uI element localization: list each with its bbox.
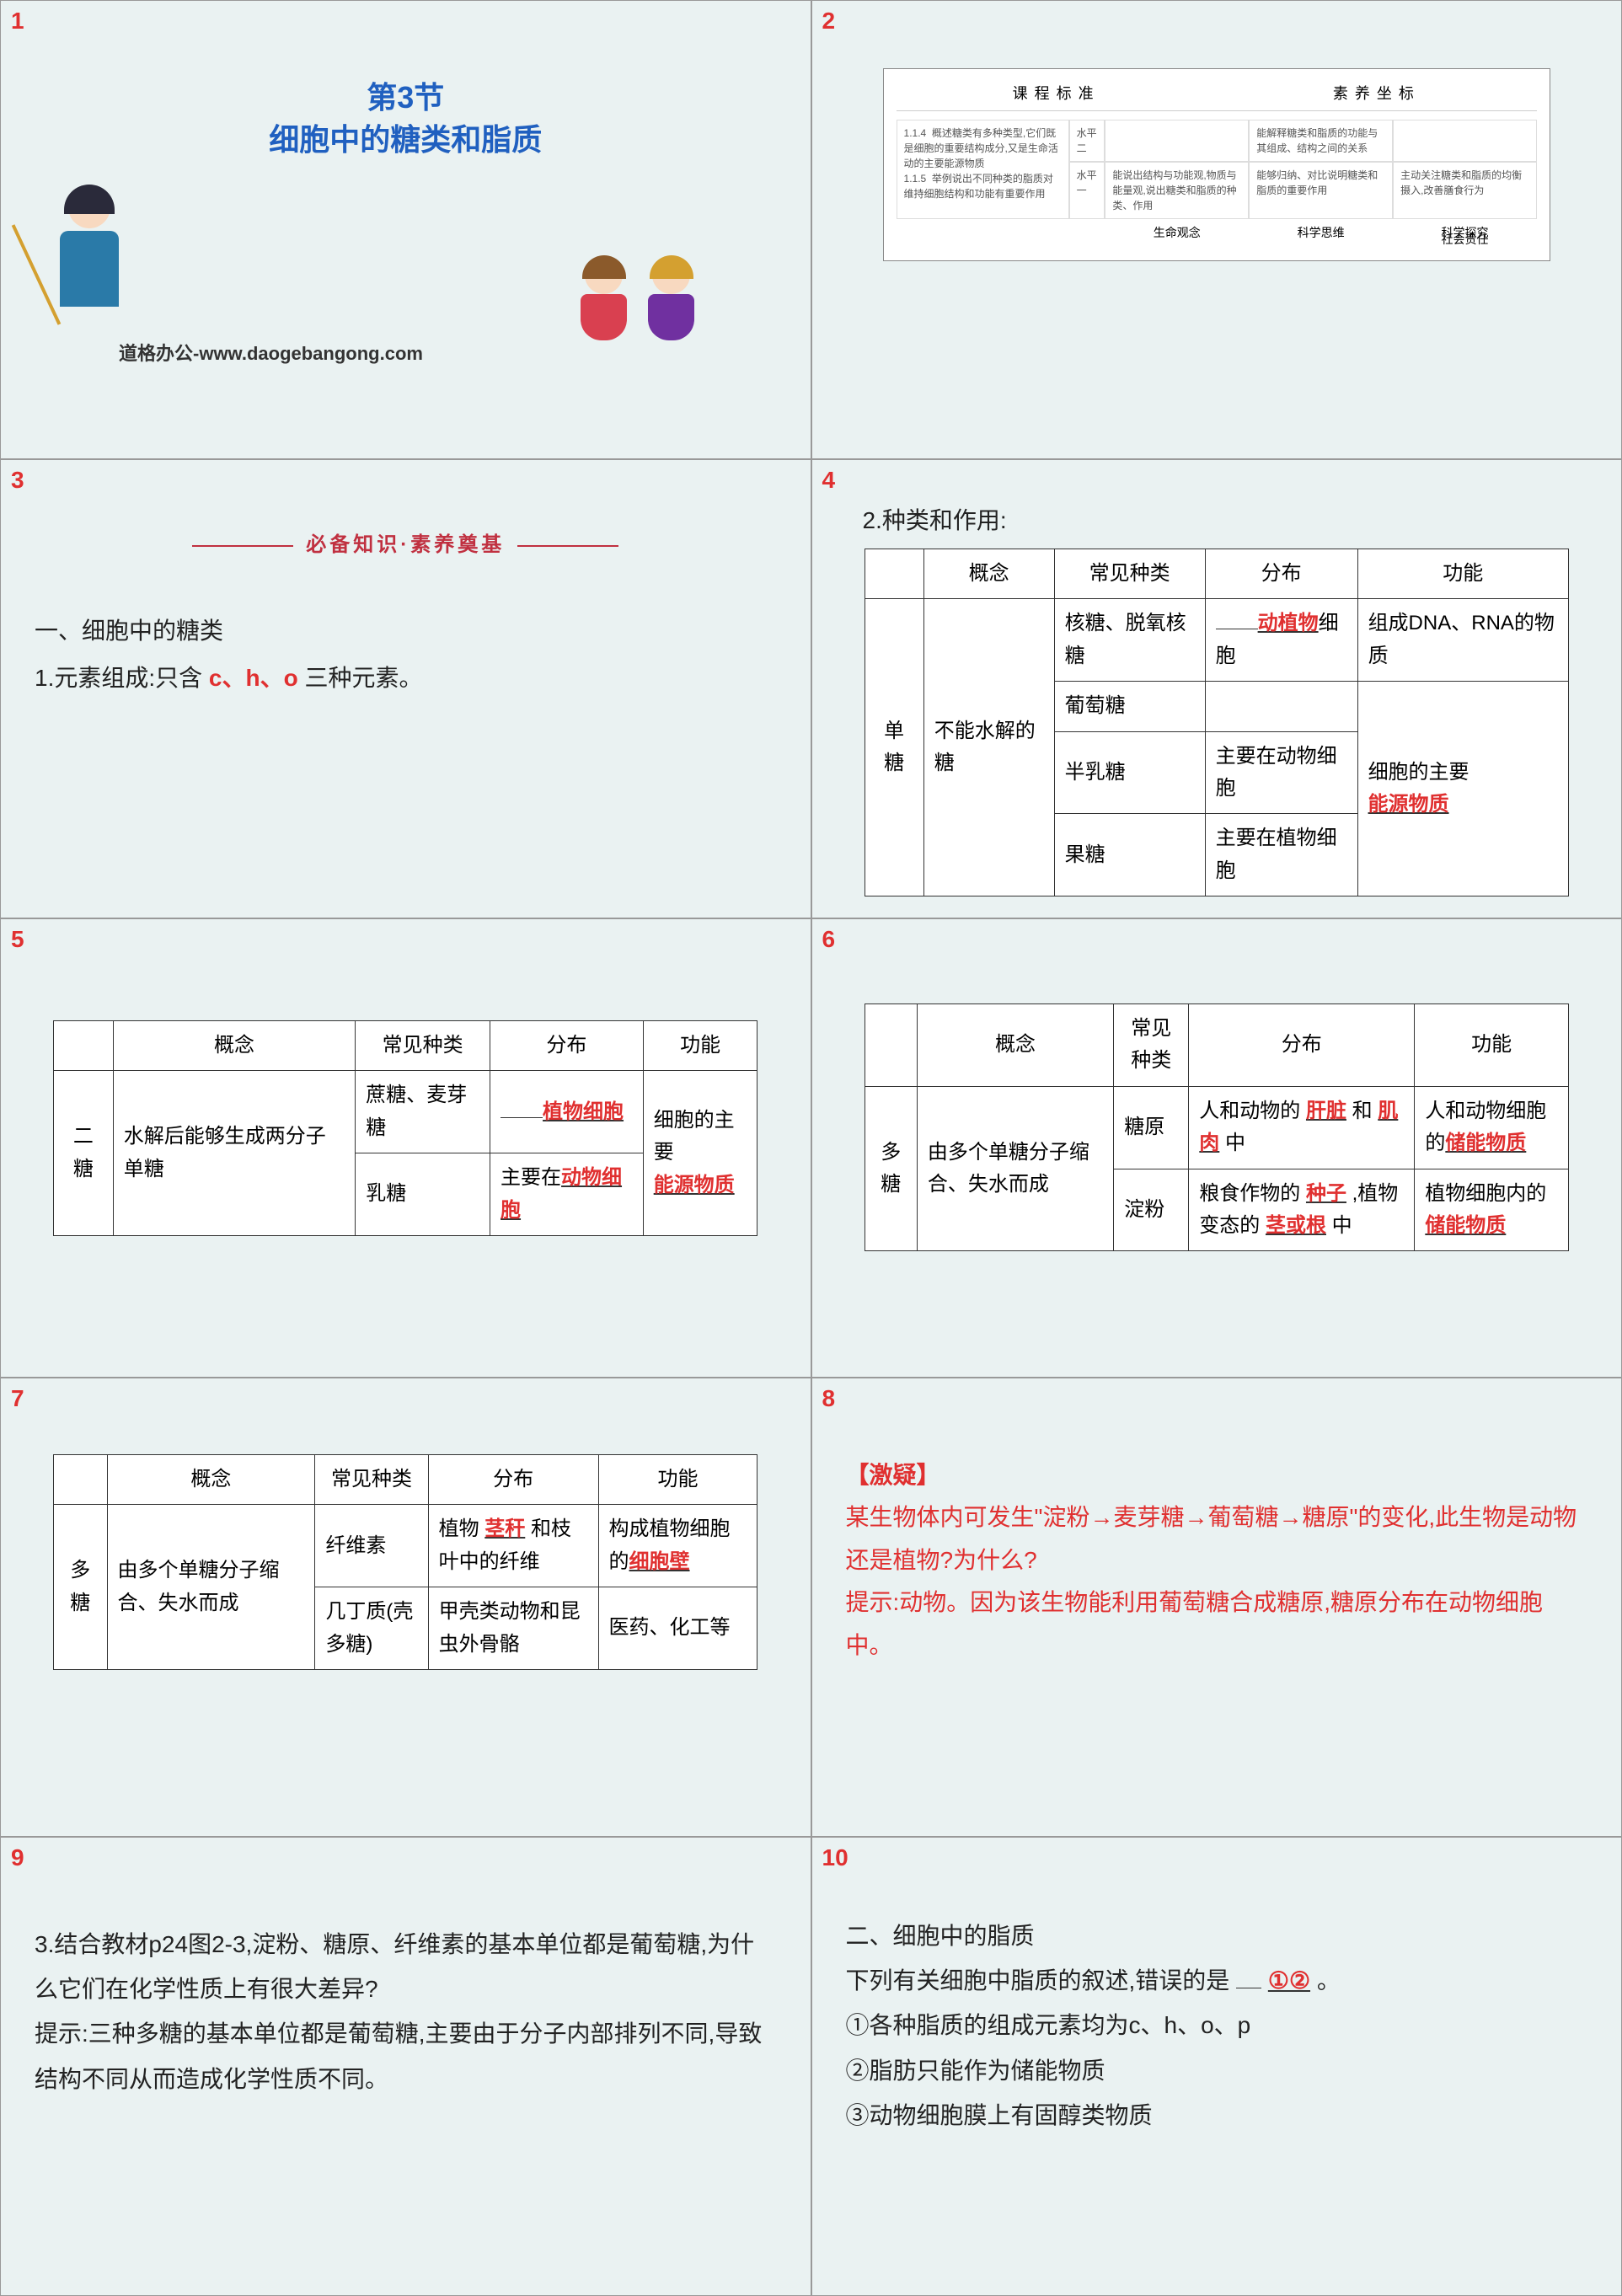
option-2: ②脂肪只能作为储能物质 (846, 2048, 1588, 2093)
slide-3: 3 必备知识·素养奠基 一、细胞中的糖类 1.元素组成:只含 c、h、o 三种元… (0, 459, 811, 918)
answer: 提示:三种多糖的基本单位都是葡萄糖,主要由于分子内部排列不同,导致结构不同从而造… (35, 2011, 777, 2101)
kids-illustration (575, 256, 709, 383)
teacher-illustration (43, 186, 136, 355)
table-header: 概念 常见种类 分布 功能 (865, 1004, 1568, 1087)
table-header: 概念 常见种类 分布 功能 (865, 549, 1568, 599)
title: 第3节 细胞中的糖类和脂质 (35, 77, 777, 162)
cell (1105, 120, 1249, 162)
polysaccharide-table-1: 概念 常见种类 分布 功能 多糖 由多个单糖分子缩合、失水而成 糖原 人和动物的… (865, 1003, 1569, 1251)
slide-10: 10 二、细胞中的脂质 下列有关细胞中脂质的叙述,错误的是 ①② 。 ①各种脂质… (811, 1837, 1622, 2296)
cell-d: 主动关注糖类和脂质的均衡摄入,改善膳食行为 (1393, 162, 1537, 219)
slide-1: 1 第3节 细胞中的糖类和脂质 道格办公-www.daogebangong.co… (0, 0, 811, 459)
level-1: 水平一 (1069, 162, 1105, 219)
question-block: 【激疑】 某生物体内可发生"淀粉→麦芽糖→葡萄糖→糖原"的变化,此生物是动物还是… (846, 1454, 1588, 1667)
question-line: 下列有关细胞中脂质的叙述,错误的是 ①② 。 (846, 1958, 1588, 2003)
slide-number: 7 (11, 1385, 24, 1412)
category: 单糖 (865, 599, 923, 896)
axis4: 社会责任 (1393, 231, 1537, 248)
question: 3.结合教材p24图2-3,淀粉、糖原、纤维素的基本单位都是葡萄糖,为什么它们在… (35, 1922, 777, 2011)
slide-9: 9 3.结合教材p24图2-3,淀粉、糖原、纤维素的基本单位都是葡萄糖,为什么它… (0, 1837, 811, 2296)
option-3: ③动物细胞膜上有固醇类物质 (846, 2093, 1588, 2138)
question: 某生物体内可发生"淀粉→麦芽糖→葡萄糖→糖原"的变化,此生物是动物还是植物?为什… (846, 1496, 1588, 1582)
title-line2: 细胞中的糖类和脂质 (35, 119, 777, 161)
footer-text: 道格办公-www.daogebangong.com (119, 339, 423, 366)
category: 二糖 (54, 1071, 114, 1236)
table-row: 多糖 由多个单糖分子缩合、失水而成 纤维素 植物 茎秆 和枝叶中的纤维 构成植物… (54, 1505, 757, 1587)
answer: 提示:动物。因为该生物能利用葡萄糖合成糖原,糖原分布在动物细胞中。 (846, 1582, 1588, 1667)
slide-number: 1 (11, 8, 24, 35)
slide-number: 3 (11, 467, 24, 494)
option-1: ①各种脂质的组成元素均为c、h、o、p (846, 2003, 1588, 2047)
heading: 一、细胞中的糖类 (35, 607, 777, 655)
answer-fill: ①② (1268, 1967, 1310, 1994)
slide-6: 6 概念 常见种类 分布 功能 多糖 由多个单糖分子缩合、失水而成 糖原 人和动… (811, 918, 1622, 1378)
slide-4: 4 2.种类和作用: 概念 常见种类 分布 功能 单糖 不能水解的糖 核糖、脱氧… (811, 459, 1622, 918)
slide-8: 8 【激疑】 某生物体内可发生"淀粉→麦芽糖→葡萄糖→糖原"的变化,此生物是动物… (811, 1378, 1622, 1837)
slide-number: 5 (11, 926, 24, 953)
fill-answer: c、h、o (209, 665, 298, 691)
concept: 不能水解的糖 (923, 599, 1054, 896)
slide-grid: 1 第3节 细胞中的糖类和脂质 道格办公-www.daogebangong.co… (0, 0, 1622, 2296)
cell (1393, 120, 1537, 162)
heading: 二、细胞中的脂质 (846, 1913, 1588, 1958)
body-text: 3.结合教材p24图2-3,淀粉、糖原、纤维素的基本单位都是葡萄糖,为什么它们在… (35, 1922, 777, 2101)
concept: 由多个单糖分子缩合、失水而成 (917, 1086, 1113, 1251)
slide-number: 9 (11, 1844, 24, 1871)
subtitle: 2.种类和作用: (863, 502, 1588, 536)
slide-number: 10 (822, 1844, 848, 1871)
level-2: 水平二 (1069, 120, 1105, 162)
std-text: 1.1.4 概述糖类有多种类型,它们既是细胞的重要结构成分,又是生命活动的主要能… (897, 120, 1069, 219)
slide-number: 6 (822, 926, 836, 953)
sugar-table: 概念 常见种类 分布 功能 单糖 不能水解的糖 核糖、脱氧核糖 动植物细胞 组成… (865, 549, 1569, 896)
table-header: 概念 常见种类 分布 功能 (54, 1455, 757, 1505)
cell-c: 能够归纳、对比说明糖类和脂质的重要作用 (1249, 162, 1393, 219)
body-text: 一、细胞中的糖类 1.元素组成:只含 c、h、o 三种元素。 (35, 607, 777, 702)
cell-b: 能说出结构与功能观,物质与能量观,说出糖类和脂质的种类、作用 (1105, 162, 1249, 219)
tag: 【激疑】 (846, 1454, 1588, 1496)
category: 多糖 (865, 1086, 917, 1251)
slide-2: 2 课程标准 素养坐标 1.1.4 概述糖类有多种类型,它们既是细胞的重要结构成… (811, 0, 1622, 459)
title-line1: 第3节 (35, 77, 777, 119)
concept: 由多个单糖分子缩合、失水而成 (107, 1505, 315, 1670)
body-text: 二、细胞中的脂质 下列有关细胞中脂质的叙述,错误的是 ①② 。 ①各种脂质的组成… (846, 1913, 1588, 2138)
standards-grid: 1.1.4 概述糖类有多种类型,它们既是细胞的重要结构成分,又是生命活动的主要能… (897, 120, 1537, 219)
header-right: 素养坐标 (1333, 82, 1421, 104)
table-row: 多糖 由多个单糖分子缩合、失水而成 糖原 人和动物的 肝脏 和 肌肉 中 人和动… (865, 1086, 1568, 1169)
header-left: 课程标准 (1013, 82, 1100, 104)
table-row: 单糖 不能水解的糖 核糖、脱氧核糖 动植物细胞 组成DNA、RNA的物质 (865, 599, 1568, 682)
table-row: 二糖 水解后能够生成两分子单糖 蔗糖、麦芽糖 植物细胞 细胞的主要能源物质 (54, 1071, 757, 1153)
slide-number: 8 (822, 1385, 836, 1412)
line1: 1.元素组成:只含 c、h、o 三种元素。 (35, 655, 777, 702)
category: 多糖 (54, 1505, 107, 1670)
concept: 水解后能够生成两分子单糖 (113, 1071, 356, 1236)
slide-number: 2 (822, 8, 836, 35)
standards-header: 课程标准 素养坐标 (897, 82, 1537, 111)
standards-box: 课程标准 素养坐标 1.1.4 概述糖类有多种类型,它们既是细胞的重要结构成分,… (883, 68, 1550, 261)
slide-7: 7 概念 常见种类 分布 功能 多糖 由多个单糖分子缩合、失水而成 纤维素 植物… (0, 1378, 811, 1837)
slide-number: 4 (822, 467, 836, 494)
polysaccharide-table-2: 概念 常见种类 分布 功能 多糖 由多个单糖分子缩合、失水而成 纤维素 植物 茎… (53, 1454, 757, 1670)
slide-5: 5 概念 常见种类 分布 功能 二糖 水解后能够生成两分子单糖 蔗糖、麦芽糖 植… (0, 918, 811, 1378)
section-banner: 必备知识·素养奠基 (35, 527, 777, 557)
table-header: 概念 常见种类 分布 功能 (54, 1021, 757, 1071)
disaccharide-table: 概念 常见种类 分布 功能 二糖 水解后能够生成两分子单糖 蔗糖、麦芽糖 植物细… (53, 1020, 757, 1236)
cell-a: 能解释糖类和脂质的功能与其组成、结构之间的关系 (1249, 120, 1393, 162)
